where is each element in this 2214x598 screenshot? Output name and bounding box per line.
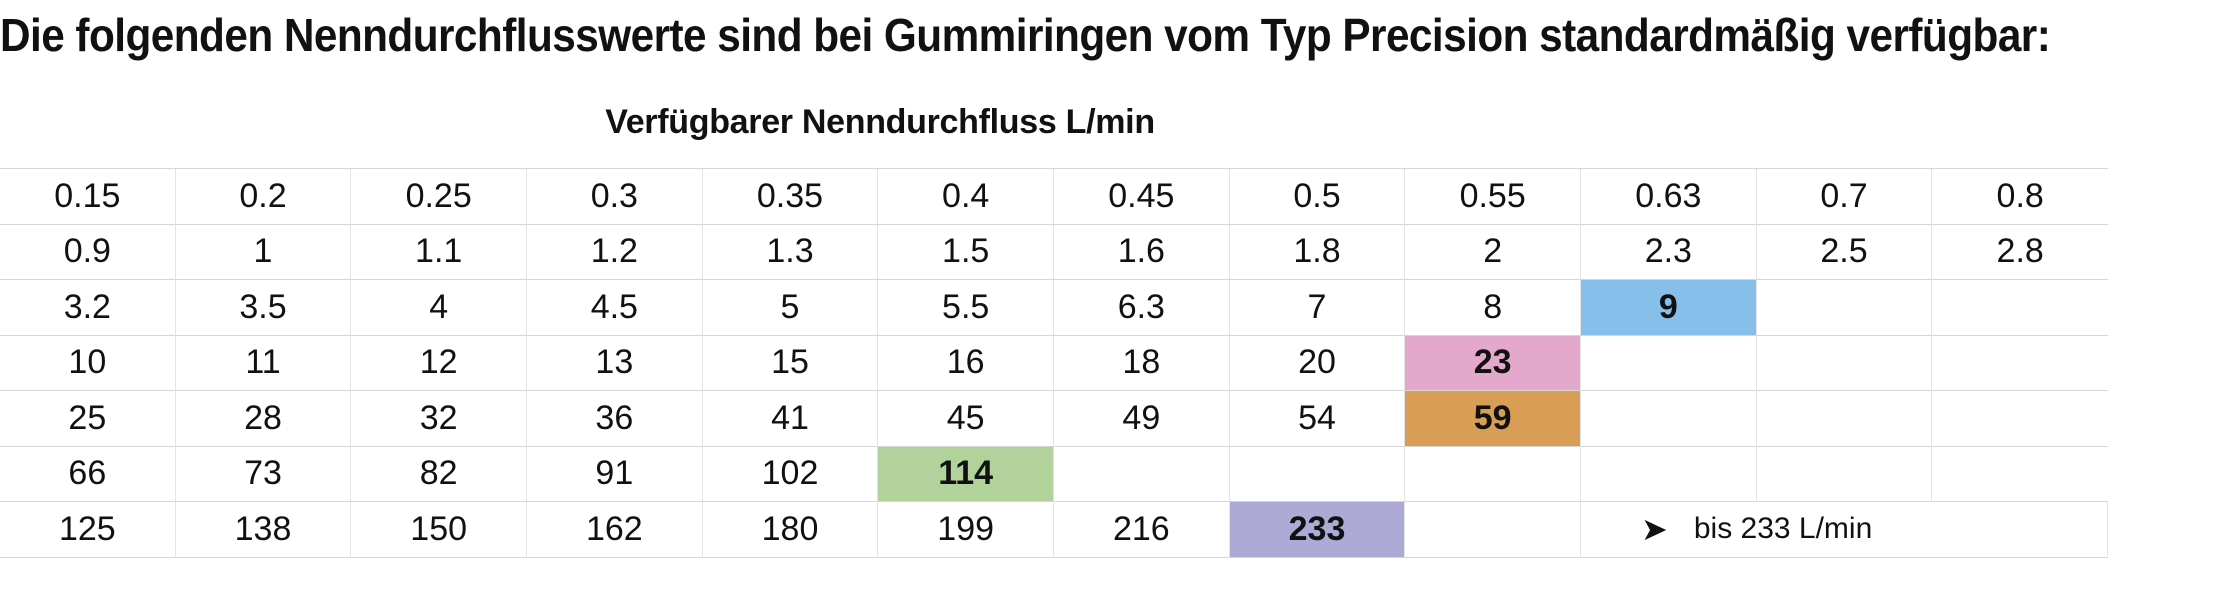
- table-cell: 3.5: [175, 280, 352, 336]
- table-cell: 162: [527, 502, 703, 558]
- flow-note: ➤ bis 233 L/min: [1581, 502, 1933, 558]
- table-cell: [1405, 446, 1581, 502]
- table-cell: 0.4: [878, 169, 1054, 225]
- table-cell: [1581, 335, 1757, 391]
- table-cell: [1932, 280, 2108, 336]
- table-cell: 18: [1054, 335, 1230, 391]
- table-cell: [1756, 335, 1933, 391]
- table-cell: 0.25: [351, 169, 527, 225]
- table-cell: 102: [702, 446, 879, 502]
- table-cell: 0.45: [1054, 169, 1230, 225]
- table-cell: 20: [1229, 335, 1406, 391]
- table-cell: 0.7: [1756, 169, 1933, 225]
- table-cell: [1932, 391, 2108, 447]
- table-cell: 32: [351, 391, 527, 447]
- highlighted-cell: 23: [1405, 335, 1581, 391]
- table-cell: [1756, 391, 1933, 447]
- table-cell: 66: [0, 446, 176, 502]
- table-cell: 150: [351, 502, 527, 558]
- table-cell: [1581, 446, 1757, 502]
- table-cell: 1.8: [1229, 224, 1406, 280]
- table-cell: 7: [1229, 280, 1406, 336]
- highlighted-cell: 59: [1405, 391, 1581, 447]
- table-cell: 2.3: [1581, 224, 1757, 280]
- table-cell: 4: [351, 280, 527, 336]
- table-cell: 0.5: [1229, 169, 1406, 225]
- table-cell: [1229, 446, 1406, 502]
- table-cell: [1405, 502, 1581, 558]
- table-cell: 16: [878, 335, 1054, 391]
- table-cell: 45: [878, 391, 1054, 447]
- table-cell: 0.55: [1405, 169, 1581, 225]
- table-title: Verfügbarer Nenndurchfluss L/min: [605, 103, 1155, 141]
- table-cell: [1581, 391, 1757, 447]
- table-cell: [1932, 336, 2108, 391]
- table-cell: 125: [0, 502, 176, 558]
- table-cell: 41: [702, 391, 879, 447]
- table-cell: [1756, 446, 1933, 502]
- table-cell: 199: [878, 502, 1054, 558]
- table-cell: 54: [1229, 391, 1406, 447]
- table-cell: 3.2: [0, 280, 176, 336]
- table-cell: 28: [175, 391, 352, 447]
- table-cell: 1.2: [527, 224, 703, 280]
- table-cell: 216: [1054, 502, 1230, 558]
- table-cell: 5.5: [878, 280, 1054, 336]
- flow-rate-table: 0.15 0.2 0.25 0.3 0.35 0.4 0.45 0.5 0.55 0.63 0.7 0…: [0, 168, 2108, 558]
- table-cell: 12: [351, 335, 527, 391]
- table-cell: 2.8: [1932, 225, 2108, 280]
- table-cell: 138: [175, 502, 352, 558]
- arrow-right-icon: ➤: [1641, 511, 1668, 548]
- table-cell: 1.5: [878, 224, 1054, 280]
- table-cell: 4.5: [527, 280, 703, 336]
- table-cell: 11: [175, 335, 352, 391]
- table-cell: 36: [527, 391, 703, 447]
- table-cell: 2.5: [1756, 224, 1933, 280]
- table-cell: 13: [527, 335, 703, 391]
- table-cell: 73: [175, 446, 352, 502]
- table-cell: 0.35: [702, 169, 879, 225]
- table-cell: [1756, 280, 1933, 336]
- table-cell: 0.15: [0, 169, 176, 225]
- table-cell: 1.6: [1054, 224, 1230, 280]
- highlighted-cell: 9: [1581, 280, 1757, 336]
- table-cell: [1932, 447, 2108, 502]
- table-cell: 1: [175, 224, 352, 280]
- table-cell: 82: [351, 446, 527, 502]
- table-cell: 25: [0, 391, 176, 447]
- table-cell: [1932, 502, 2108, 558]
- table-cell: 0.2: [175, 169, 352, 225]
- flow-note-text: bis 233 L/min: [1693, 512, 1873, 546]
- table-cell: 10: [0, 335, 176, 391]
- table-cell: 180: [702, 502, 879, 558]
- table-cell: 1.1: [351, 224, 527, 280]
- table-cell: 6.3: [1054, 280, 1230, 336]
- table-cell: 0.63: [1581, 169, 1757, 225]
- table-cell: 0.3: [527, 169, 703, 225]
- table-cell: 0.9: [0, 224, 176, 280]
- table-cell: 49: [1054, 391, 1230, 447]
- highlighted-cell: 114: [878, 446, 1054, 502]
- table-cell: 15: [702, 335, 879, 391]
- table-cell: 5: [702, 280, 879, 336]
- table-cell: 0.8: [1932, 169, 2108, 225]
- table-cell: 8: [1405, 280, 1581, 336]
- table-cell: 91: [527, 446, 703, 502]
- table-cell: 2: [1405, 224, 1581, 280]
- table-cell: 1.3: [702, 224, 879, 280]
- highlighted-cell: 233: [1229, 502, 1406, 558]
- page-heading: Die folgenden Nenndurchflusswerte sind b…: [0, 9, 2051, 61]
- table-cell: [1054, 446, 1230, 502]
